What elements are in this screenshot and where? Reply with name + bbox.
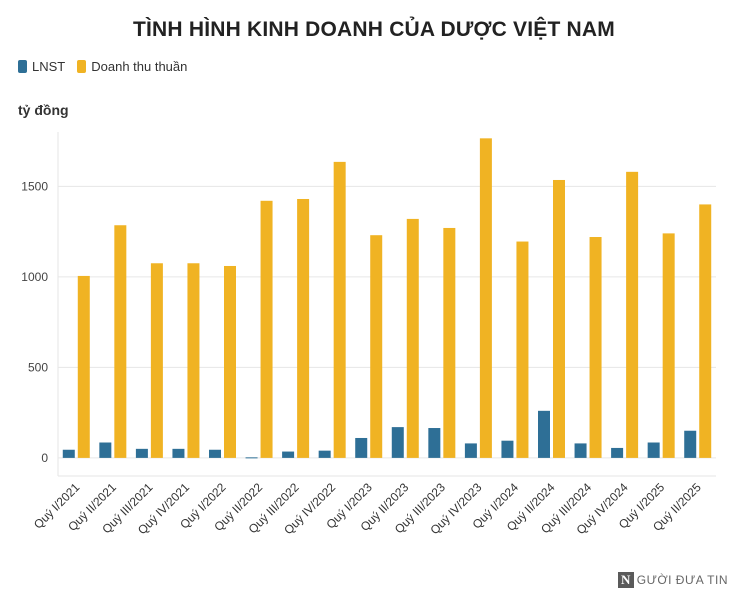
bar-lnst xyxy=(501,440,514,458)
y-tick-label: 0 xyxy=(41,451,48,465)
legend-label-revenue: Doanh thu thuần xyxy=(91,59,188,74)
legend-item-lnst[interactable]: LNST xyxy=(18,59,65,74)
watermark-logo-letter: N xyxy=(617,572,634,588)
bar-lnst xyxy=(209,449,221,458)
bar-revenue xyxy=(297,198,310,458)
bar-lnst xyxy=(99,442,112,458)
bar-lnst xyxy=(282,451,295,458)
y-tick-label: 1500 xyxy=(21,179,48,193)
bar-revenue xyxy=(589,237,602,458)
bar-lnst xyxy=(684,430,697,458)
bar-lnst xyxy=(611,447,624,458)
bar-revenue xyxy=(224,265,236,458)
bar-lnst xyxy=(647,442,660,458)
bar-revenue xyxy=(114,225,127,458)
chart-legend: LNST Doanh thu thuần xyxy=(18,59,187,74)
bar-lnst xyxy=(538,410,550,458)
chart-title: TÌNH HÌNH KINH DOANH CỦA DƯỢC VIỆT NAM xyxy=(133,18,615,41)
legend-label-lnst: LNST xyxy=(32,59,66,74)
watermark-logo: N GƯỜI ĐƯA TIN xyxy=(617,572,728,588)
bar-revenue xyxy=(260,200,273,458)
bar-revenue xyxy=(662,233,675,458)
bar-revenue xyxy=(479,138,492,458)
bar-lnst xyxy=(62,449,75,458)
bar-revenue xyxy=(699,204,712,458)
bar-revenue xyxy=(333,161,346,458)
y-axis-unit-label: tỷ đồng xyxy=(18,102,69,118)
bar-revenue xyxy=(626,171,639,458)
bar-lnst xyxy=(574,443,587,458)
bar-revenue xyxy=(516,241,529,458)
bar-revenue xyxy=(370,235,383,458)
bar-lnst xyxy=(391,427,404,458)
legend-item-revenue[interactable]: Doanh thu thuần xyxy=(77,59,187,74)
bar-revenue xyxy=(443,227,456,458)
bar-lnst xyxy=(318,450,331,458)
y-tick-label: 500 xyxy=(28,360,48,374)
watermark-logo-text: GƯỜI ĐƯA TIN xyxy=(636,573,728,587)
bar-revenue xyxy=(187,263,200,458)
bar-lnst xyxy=(355,437,368,458)
legend-swatch-lnst xyxy=(18,60,27,73)
bar-revenue xyxy=(406,218,419,458)
bar-revenue xyxy=(150,263,163,458)
bar-revenue xyxy=(77,275,90,458)
y-tick-label: 1000 xyxy=(21,270,48,284)
bar-lnst xyxy=(464,443,477,458)
bar-revenue xyxy=(553,179,565,458)
bar-lnst xyxy=(172,448,185,458)
legend-swatch-revenue xyxy=(77,60,87,73)
bar-lnst xyxy=(428,428,441,458)
bar-lnst xyxy=(135,448,148,458)
bar-lnst xyxy=(245,457,258,459)
